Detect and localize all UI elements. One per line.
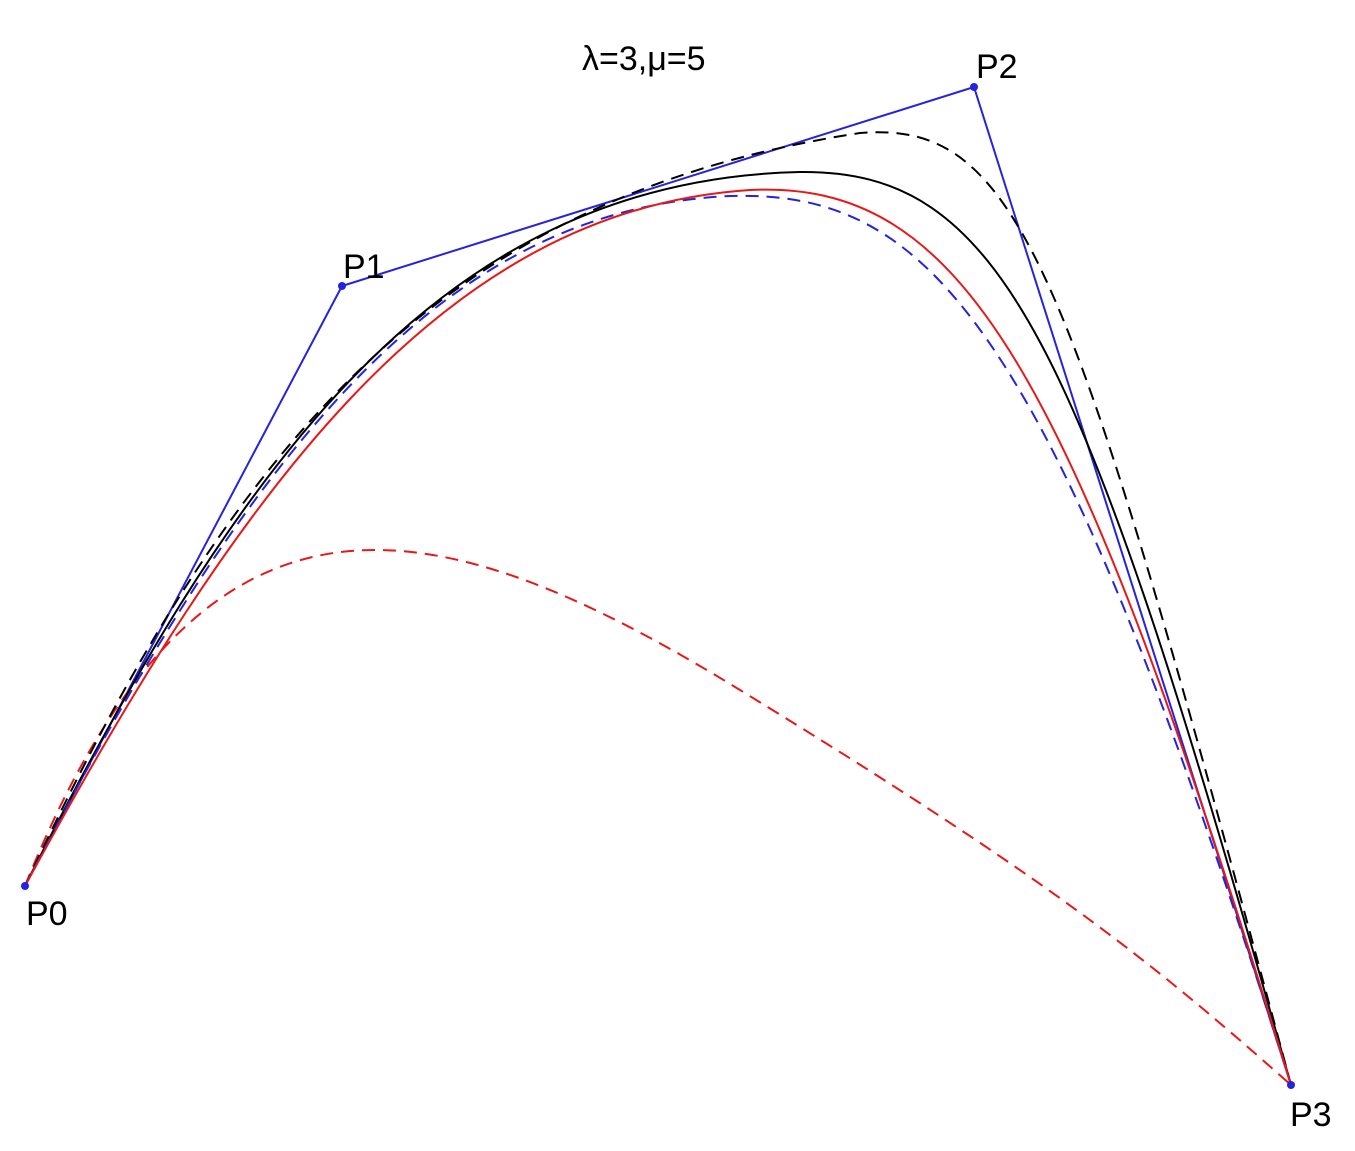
diagram-title: λ=3,μ=5 xyxy=(582,40,706,78)
control-point-p1 xyxy=(338,282,346,290)
curve-dashed-red xyxy=(24,549,1292,1086)
label-p1: P1 xyxy=(343,248,385,286)
curve-dashed-blue xyxy=(24,194,1292,1086)
label-p0: P0 xyxy=(26,895,68,933)
label-p2: P2 xyxy=(976,48,1018,86)
control-point-p2 xyxy=(970,83,978,91)
control-point-p0 xyxy=(21,882,29,890)
control-polygon xyxy=(24,85,1292,1086)
label-p3: P3 xyxy=(1290,1096,1332,1134)
curve-solid-black xyxy=(24,170,1292,1086)
control-point-p3 xyxy=(1287,1081,1295,1089)
curve-dashed-black xyxy=(24,131,1292,1086)
curve-solid-red xyxy=(24,188,1292,1086)
